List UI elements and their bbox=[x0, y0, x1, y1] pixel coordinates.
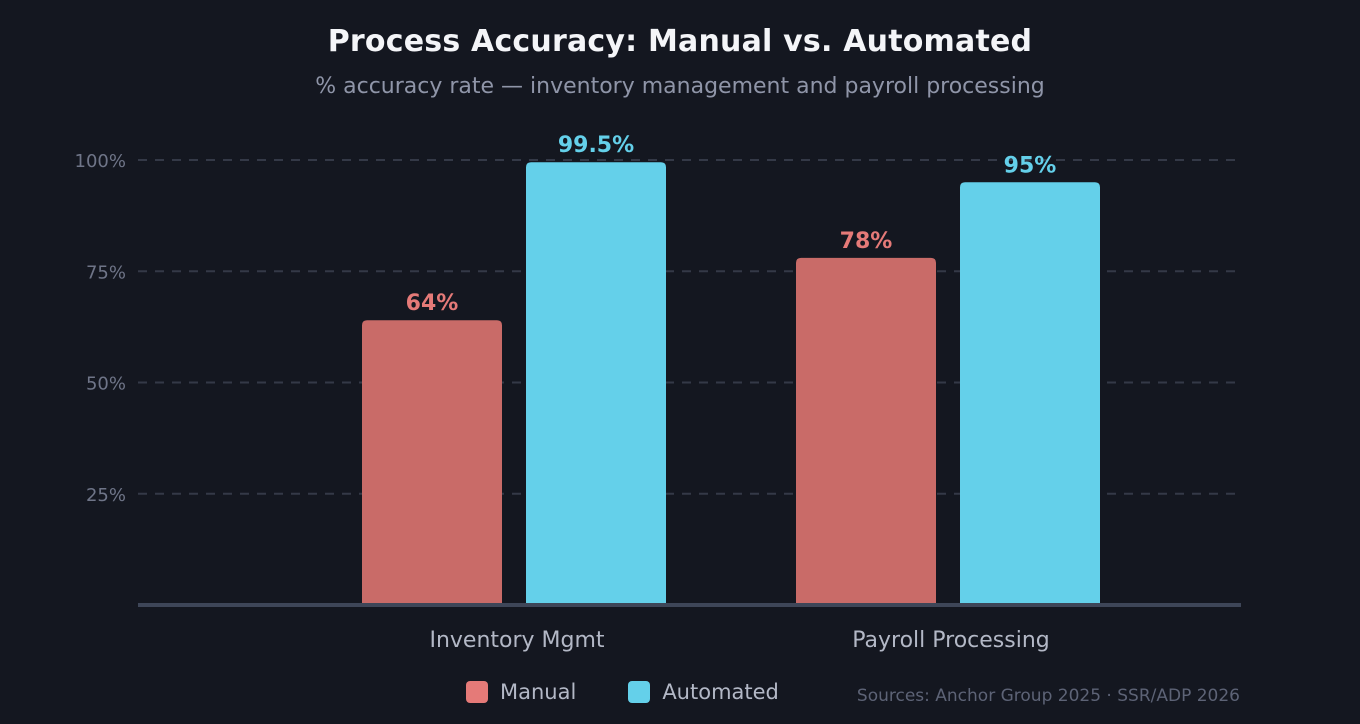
label-layer: 64% 99.5% Inventory Mgmt 78% 95% Payroll Proc… bbox=[406, 133, 1057, 653]
legend: Manual Automated bbox=[466, 680, 831, 704]
y-tick-label: 25% bbox=[86, 485, 126, 506]
legend-label-manual: Manual bbox=[500, 680, 577, 704]
chart-title: Process Accuracy: Manual vs. Automated bbox=[327, 24, 1033, 59]
grid-layer: 25% 50% 75% 100% bbox=[75, 151, 1238, 506]
legend-label-automated: Automated bbox=[662, 680, 779, 704]
bar-automated-1 bbox=[960, 182, 1100, 605]
bar-manual-0 bbox=[362, 320, 502, 605]
y-tick-label: 50% bbox=[86, 374, 126, 395]
value-label: 78% bbox=[840, 229, 893, 254]
legend-swatch-automated bbox=[628, 681, 651, 703]
x-tick-label: Payroll Processing bbox=[852, 628, 1050, 653]
value-label: 99.5% bbox=[558, 133, 634, 158]
bar-layer bbox=[362, 162, 1100, 605]
y-tick-label: 75% bbox=[86, 262, 126, 283]
bar-manual-1 bbox=[796, 257, 936, 605]
chart-subtitle: % accuracy rate — inventory management a… bbox=[315, 74, 1045, 99]
bar-automated-0 bbox=[526, 162, 666, 605]
legend-swatch-manual bbox=[466, 681, 488, 703]
x-tick-label: Inventory Mgmt bbox=[429, 628, 604, 653]
value-label: 64% bbox=[406, 291, 459, 316]
source-note: Sources: Anchor Group 2025 · SSR/ADP 202… bbox=[856, 686, 1240, 706]
y-tick-label: 100% bbox=[75, 151, 126, 172]
legend-item-automated: Automated bbox=[628, 680, 779, 704]
legend-item-manual: Manual bbox=[466, 680, 576, 704]
value-label: 95% bbox=[1004, 153, 1057, 178]
